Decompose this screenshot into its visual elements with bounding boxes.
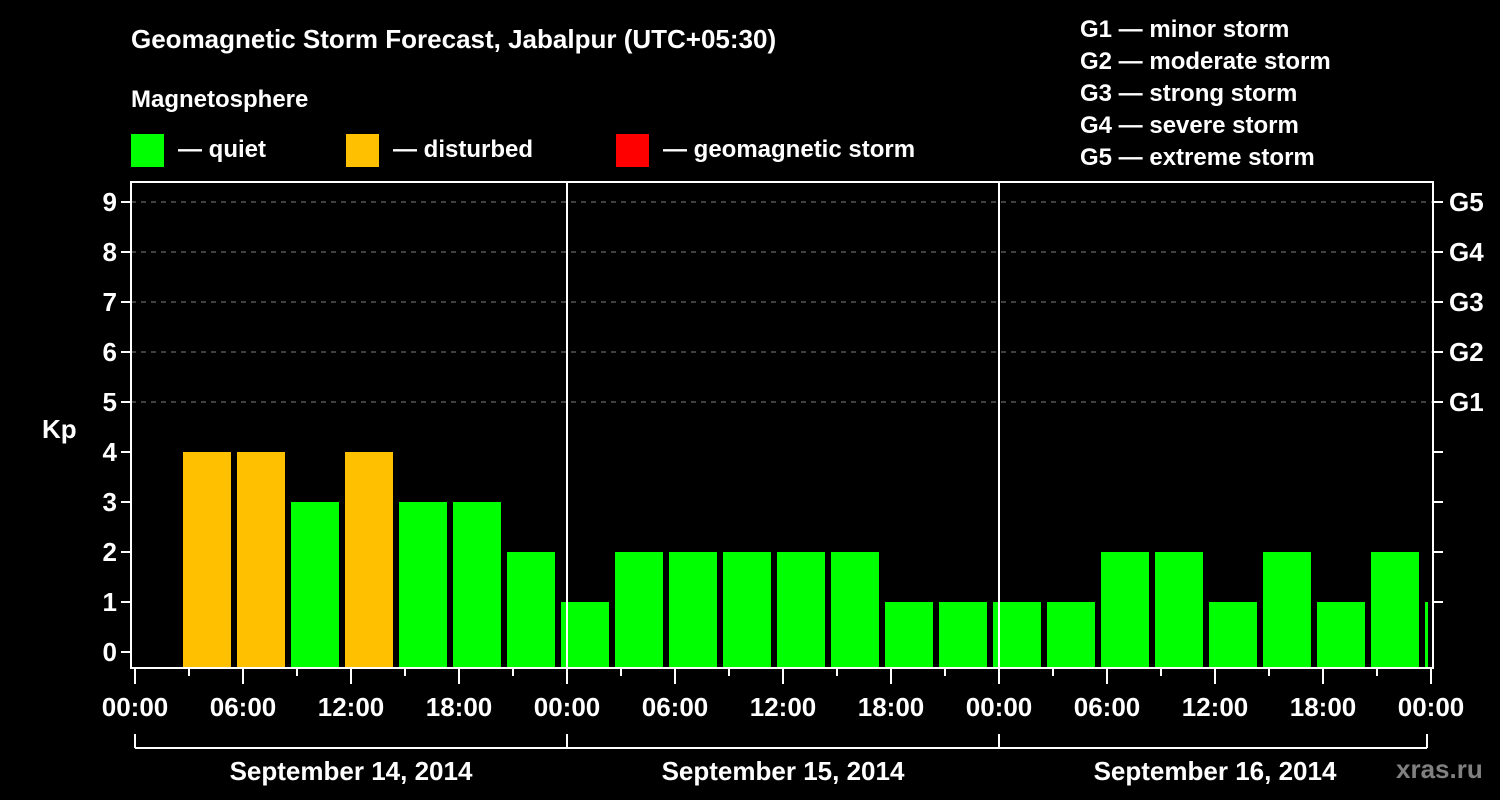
legend-item-storm: — geomagnetic storm bbox=[616, 133, 915, 167]
kp-bar bbox=[507, 552, 555, 667]
legend-item-disturbed: — disturbed bbox=[346, 133, 533, 167]
kp-bar bbox=[561, 602, 609, 667]
y-tick-label: 5 bbox=[103, 387, 117, 417]
kp-bar bbox=[1371, 552, 1419, 667]
x-tick-label: 06:00 bbox=[1074, 692, 1141, 722]
g-scale-label: G4 bbox=[1449, 237, 1484, 267]
kp-bar bbox=[291, 502, 339, 667]
kp-bar bbox=[237, 452, 285, 667]
kp-bar bbox=[1263, 552, 1311, 667]
kp-bar bbox=[1101, 552, 1149, 667]
watermark: xras.ru bbox=[1396, 754, 1483, 784]
quiet-swatch-icon bbox=[131, 133, 164, 167]
kp-bar bbox=[1209, 602, 1257, 667]
kp-bar bbox=[1047, 602, 1095, 667]
y-tick-label: 1 bbox=[103, 587, 117, 617]
g-scale-legend: G1 — minor storm G2 — moderate storm G3 … bbox=[1080, 14, 1331, 174]
g-legend-item: G3 — strong storm bbox=[1080, 80, 1298, 107]
kp-bar bbox=[723, 552, 771, 667]
y-tick-label: 9 bbox=[103, 187, 117, 217]
kp-bar bbox=[453, 502, 501, 667]
y-tick-label: 8 bbox=[103, 237, 117, 267]
legend-item-quiet: — quiet bbox=[131, 133, 266, 167]
day-label: September 14, 2014 bbox=[230, 756, 473, 786]
g-legend-item: G4 — severe storm bbox=[1080, 112, 1299, 139]
y-tick-label: 0 bbox=[103, 637, 117, 667]
g-legend-item: G1 — minor storm bbox=[1080, 16, 1290, 43]
x-tick-label: 00:00 bbox=[534, 692, 601, 722]
x-tick-label: 06:00 bbox=[210, 692, 277, 722]
y-tick-label: 4 bbox=[103, 437, 118, 467]
g-legend-item: G2 — moderate storm bbox=[1080, 48, 1331, 75]
day-label: September 16, 2014 bbox=[1094, 756, 1337, 786]
y-axis-label: Kp bbox=[42, 414, 77, 444]
x-tick-label: 06:00 bbox=[642, 692, 709, 722]
kp-bar bbox=[183, 452, 231, 667]
y-tick-label: 6 bbox=[103, 337, 117, 367]
day-label: September 15, 2014 bbox=[662, 756, 905, 786]
legend-label-quiet: — quiet bbox=[178, 136, 266, 163]
legend-heading: Magnetosphere bbox=[131, 86, 309, 113]
x-tick-label: 00:00 bbox=[102, 692, 169, 722]
x-tick-label: 18:00 bbox=[1290, 692, 1357, 722]
g-scale-label: G2 bbox=[1449, 337, 1484, 367]
storm-swatch-icon bbox=[616, 133, 649, 167]
kp-bar bbox=[777, 552, 825, 667]
x-tick-label: 18:00 bbox=[426, 692, 493, 722]
kp-bar bbox=[885, 602, 933, 667]
kp-bar bbox=[345, 452, 393, 667]
y-tick-label: 7 bbox=[103, 287, 117, 317]
g-scale-label: G3 bbox=[1449, 287, 1484, 317]
kp-bar bbox=[615, 552, 663, 667]
g-scale-label: G1 bbox=[1449, 387, 1484, 417]
g-scale-label: G5 bbox=[1449, 187, 1484, 217]
x-tick-label: 00:00 bbox=[1398, 692, 1465, 722]
kp-bar bbox=[831, 552, 879, 667]
kp-bar bbox=[939, 602, 987, 667]
legend-label-disturbed: — disturbed bbox=[393, 136, 534, 163]
x-tick-label: 12:00 bbox=[1182, 692, 1249, 722]
x-tick-label: 00:00 bbox=[966, 692, 1033, 722]
y-tick-label: 3 bbox=[103, 487, 117, 517]
chart-title: Geomagnetic Storm Forecast, Jabalpur (UT… bbox=[131, 24, 777, 54]
g-legend-item: G5 — extreme storm bbox=[1080, 144, 1315, 171]
x-tick-label: 12:00 bbox=[318, 692, 385, 722]
kp-bar bbox=[1155, 552, 1203, 667]
x-tick-label: 12:00 bbox=[750, 692, 817, 722]
kp-bar bbox=[993, 602, 1041, 667]
kp-bar bbox=[1425, 602, 1428, 667]
x-tick-label: 18:00 bbox=[858, 692, 925, 722]
y-tick-label: 2 bbox=[103, 537, 117, 567]
kp-bar bbox=[1317, 602, 1365, 667]
kp-bar bbox=[669, 552, 717, 667]
disturbed-swatch-icon bbox=[346, 133, 379, 167]
kp-bar bbox=[399, 502, 447, 667]
legend-label-storm: — geomagnetic storm bbox=[663, 136, 916, 163]
